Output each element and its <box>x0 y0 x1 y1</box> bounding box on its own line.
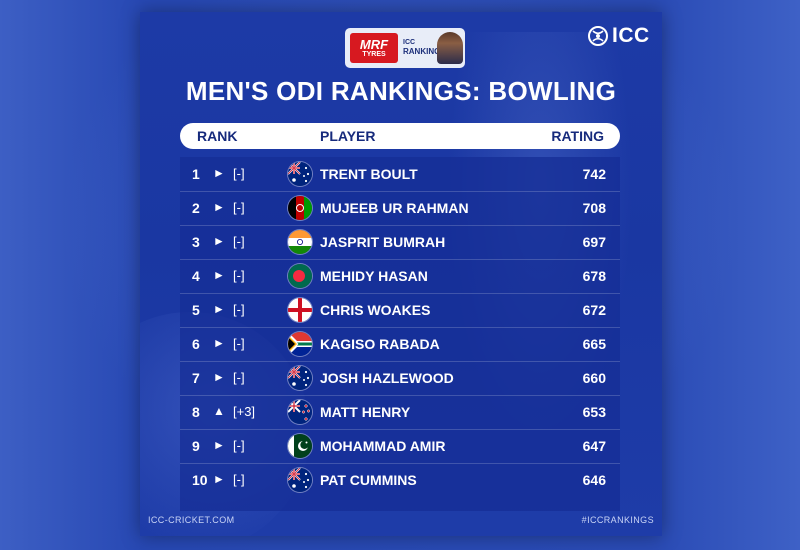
header-player: PLAYER <box>320 128 376 144</box>
icc-rankings-line2: RANKINGS <box>403 47 446 56</box>
rank-unchanged-icon: ► <box>213 438 225 452</box>
flag-australia-icon <box>288 366 312 390</box>
rank-change: [-] <box>233 302 245 317</box>
player-name: MOHAMMAD AMIR <box>320 438 446 454</box>
rank-change: [-] <box>233 200 245 215</box>
rank-number: 7 <box>192 370 200 386</box>
rank-number: 9 <box>192 438 200 454</box>
rank-change: [-] <box>233 268 245 283</box>
rank-number: 5 <box>192 302 200 318</box>
flag-india-icon <box>288 230 312 254</box>
player-rating: 647 <box>582 438 606 454</box>
player-rating: 672 <box>582 302 606 318</box>
table-row: 3 ► [-] JASPRIT BUMRAH 697 <box>180 225 620 259</box>
player-rating: 665 <box>582 336 606 352</box>
table-row: 5 ► [-] CHRIS WOAKES 672 <box>180 293 620 327</box>
flag-afghanistan-icon <box>288 196 312 220</box>
player-name: MATT HENRY <box>320 404 411 420</box>
rank-number: 3 <box>192 234 200 250</box>
rank-unchanged-icon: ► <box>213 370 225 384</box>
rankings-table: 1 ► [-] TRENT BOULT 742 2 ► [-] MUJEEB UR RAHMAN… <box>180 157 620 511</box>
footer-website: ICC-CRICKET.COM <box>148 515 235 525</box>
icc-rankings-mark: ICC RANKINGS <box>403 39 446 57</box>
rank-unchanged-icon: ► <box>213 268 225 282</box>
row-divider <box>180 429 620 430</box>
player-rating: 653 <box>582 404 606 420</box>
rank-change: [-] <box>233 336 245 351</box>
table-row: 7 ► [-] JOSH HAZLEWOOD 660 <box>180 361 620 395</box>
rank-unchanged-icon: ► <box>213 234 225 248</box>
rankings-card: MRF TYRES ICC RANKINGS ICC MEN'S ODI RAN… <box>140 12 662 536</box>
flag-australia-icon <box>288 468 312 492</box>
icc-rankings-line1: ICC <box>403 39 416 46</box>
flag-pakistan-icon <box>288 434 312 458</box>
rank-unchanged-icon: ► <box>213 472 225 486</box>
flag-england-icon <box>288 298 312 322</box>
rank-number: 6 <box>192 336 200 352</box>
rank-unchanged-icon: ► <box>213 166 225 180</box>
icc-logo: ICC <box>587 24 650 48</box>
player-rating: 708 <box>582 200 606 216</box>
table-row: 9 ► [-] MOHAMMAD AMIR 647 <box>180 429 620 463</box>
rank-unchanged-icon: ► <box>213 200 225 214</box>
mrf-logo-text: MRF <box>359 36 389 52</box>
player-name: JOSH HAZLEWOOD <box>320 370 454 386</box>
row-divider <box>180 463 620 464</box>
table-row: 4 ► [-] MEHIDY HASAN 678 <box>180 259 620 293</box>
rank-number: 1 <box>192 166 200 182</box>
flag-new-zealand-icon <box>288 400 312 424</box>
table-row: 1 ► [-] TRENT BOULT 742 <box>180 157 620 191</box>
player-name: MEHIDY HASAN <box>320 268 428 284</box>
page-title: MEN'S ODI RANKINGS: BOWLING <box>185 76 617 106</box>
rank-number: 2 <box>192 200 200 216</box>
mrf-logo-subtext: TYRES <box>362 50 386 58</box>
player-name: PAT CUMMINS <box>320 472 417 488</box>
table-header: RANK PLAYER RATING <box>180 123 620 149</box>
player-name: CHRIS WOAKES <box>320 302 431 318</box>
table-row: 6 ► [-] KAGISO RABADA 665 <box>180 327 620 361</box>
flag-bangladesh-icon <box>288 264 312 288</box>
rank-up-icon: ▲ <box>213 404 225 418</box>
icc-logo-text: ICC <box>612 24 650 47</box>
player-portrait <box>437 32 463 64</box>
footer-hashtag: #ICCRANKINGS <box>581 515 654 525</box>
rank-number: 4 <box>192 268 200 284</box>
rank-unchanged-icon: ► <box>213 336 225 350</box>
player-rating: 697 <box>582 234 606 250</box>
rank-change: [+3] <box>233 404 256 419</box>
row-divider <box>180 293 620 294</box>
player-name: KAGISO RABADA <box>320 336 440 352</box>
player-rating: 678 <box>582 268 606 284</box>
rank-number: 10 <box>192 472 208 488</box>
row-divider <box>180 327 620 328</box>
sponsor-badge: MRF TYRES ICC RANKINGS <box>345 28 465 68</box>
rank-change: [-] <box>233 472 245 487</box>
row-divider <box>180 361 620 362</box>
rank-change: [-] <box>233 370 245 385</box>
player-name: TRENT BOULT <box>320 166 418 182</box>
header-rating: RATING <box>551 128 604 144</box>
rank-unchanged-icon: ► <box>213 302 225 316</box>
table-row: 8 ▲ [+3] MATT HENRY 653 <box>180 395 620 429</box>
rank-change: [-] <box>233 234 245 249</box>
header-rank: RANK <box>197 128 238 144</box>
icc-globe-icon <box>588 26 608 46</box>
row-divider <box>180 259 620 260</box>
table-row: 2 ► [-] MUJEEB UR RAHMAN 708 <box>180 191 620 225</box>
mrf-logo: MRF TYRES <box>350 33 398 63</box>
player-name: MUJEEB UR RAHMAN <box>320 200 469 216</box>
player-rating: 646 <box>582 472 606 488</box>
flag-south-africa-icon <box>288 332 312 356</box>
row-divider <box>180 225 620 226</box>
flag-australia-icon <box>288 162 312 186</box>
rank-change: [-] <box>233 166 245 181</box>
row-divider <box>180 191 620 192</box>
player-rating: 742 <box>582 166 606 182</box>
row-divider <box>180 395 620 396</box>
player-rating: 660 <box>582 370 606 386</box>
rank-number: 8 <box>192 404 200 420</box>
rank-change: [-] <box>233 438 245 453</box>
player-name: JASPRIT BUMRAH <box>320 234 446 250</box>
table-row: 10 ► [-] PAT CUMMINS 646 <box>180 463 620 497</box>
